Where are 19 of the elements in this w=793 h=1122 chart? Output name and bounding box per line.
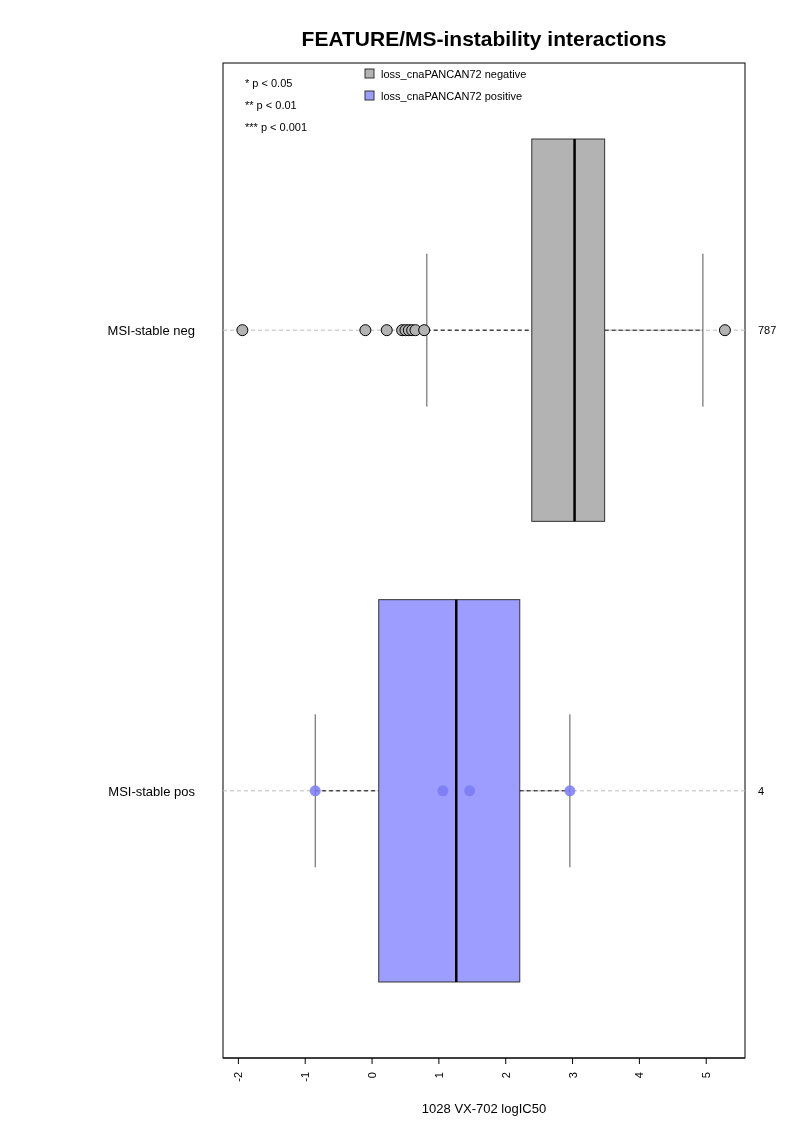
x-tick-label: 5 — [700, 1072, 713, 1079]
x-tick-label: 4 — [633, 1072, 646, 1079]
y-tick-label: MSI-stable pos — [108, 783, 196, 799]
legend-label: loss_cnaPANCAN72 negative — [381, 68, 527, 80]
x-tick-label: 0 — [366, 1072, 379, 1079]
text: 787 — [758, 324, 777, 337]
x-tick-label: -1 — [299, 1072, 312, 1082]
annotation: * p < 0.05 — [245, 77, 293, 89]
x-tick-label: 2 — [499, 1072, 512, 1079]
annotation: ** p < 0.01 — [245, 99, 297, 111]
chart-title: FEATURE/MS-instability interactions — [301, 27, 667, 50]
x-tick-label: -2 — [232, 1072, 245, 1082]
text: 4 — [758, 784, 765, 797]
y-tick-label: MSI-stable neg — [107, 323, 195, 339]
annotation: *** p < 0.001 — [245, 121, 308, 133]
x-axis-title: 1028 VX-702 logIC50 — [421, 1101, 547, 1116]
x-tick-label: 1 — [432, 1072, 445, 1079]
x-tick-label: 3 — [566, 1072, 579, 1079]
legend-label: loss_cnaPANCAN72 positive — [381, 90, 523, 102]
